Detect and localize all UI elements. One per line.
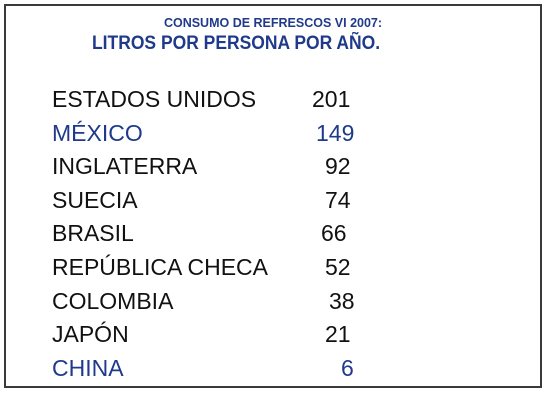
table-row: INGLATERRA 92: [6, 151, 540, 181]
consumption-value: 92: [325, 153, 351, 179]
table-row: CHINA 6: [6, 353, 540, 383]
table-row: MÉXICO 149: [6, 118, 540, 148]
consumption-value: 21: [325, 321, 351, 347]
table-row: JAPÓN 21: [6, 319, 540, 349]
country-name: MÉXICO: [52, 120, 143, 146]
table-row: REPÚBLICA CHECA 52: [6, 252, 540, 282]
consumption-value: 66: [321, 220, 347, 246]
consumption-value: 201: [312, 86, 351, 112]
consumption-value: 149: [316, 120, 355, 146]
country-name: CHINA: [52, 355, 124, 381]
country-name: JAPÓN: [52, 321, 129, 347]
table-row: BRASIL 66: [6, 218, 540, 248]
consumption-value: 52: [325, 254, 351, 280]
table-row: COLOMBIA 38: [6, 286, 540, 316]
consumption-value: 6: [341, 355, 354, 381]
title-line-2: LITROS POR PERSONA POR AÑO.: [92, 33, 381, 54]
country-name: INGLATERRA: [52, 153, 198, 179]
consumption-value: 38: [329, 288, 355, 314]
table-row: SUECIA 74: [6, 185, 540, 215]
table-row: ESTADOS UNIDOS 201: [6, 84, 540, 114]
country-name: COLOMBIA: [52, 288, 174, 314]
slide-frame: CONSUMO DE REFRESCOS VI 2007: LITROS POR…: [4, 4, 542, 388]
consumption-value: 74: [325, 187, 351, 213]
country-name: BRASIL: [52, 220, 134, 246]
country-name: SUECIA: [52, 187, 138, 213]
country-name: REPÚBLICA CHECA: [52, 254, 269, 280]
title-line-1: CONSUMO DE REFRESCOS VI 2007:: [163, 16, 383, 30]
country-name: ESTADOS UNIDOS: [52, 86, 257, 112]
